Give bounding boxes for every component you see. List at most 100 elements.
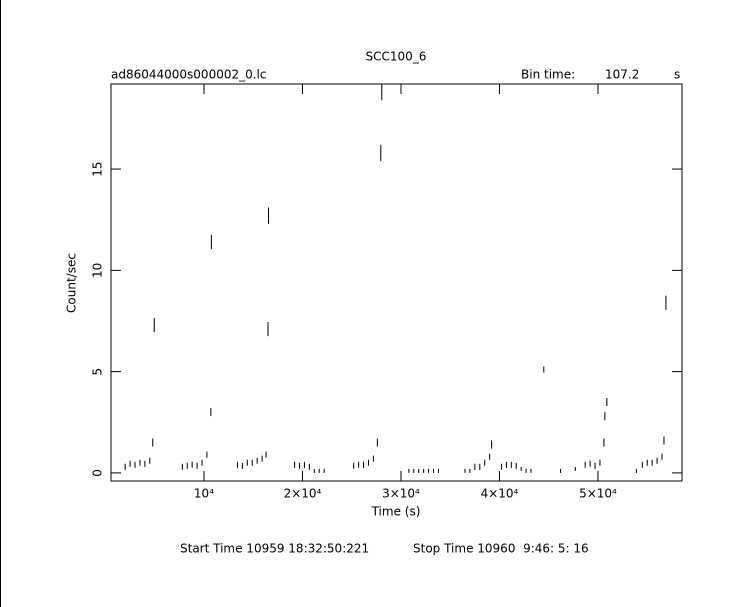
y-tick-label: 0 (91, 469, 105, 477)
error-bar (413, 468, 415, 473)
error-bar (656, 457, 658, 464)
error-bar (381, 84, 383, 101)
bin-time: 107.2 (605, 68, 639, 82)
error-bar (196, 462, 198, 469)
error-bar (500, 463, 502, 470)
error-bar (246, 459, 248, 466)
error-bar (372, 455, 374, 462)
error-bar (428, 468, 430, 473)
error-bar (363, 461, 365, 468)
error-bar (423, 468, 425, 473)
error-bar (124, 463, 126, 470)
error-bar (134, 461, 136, 468)
error-bar (432, 468, 435, 473)
error-bar (525, 468, 527, 473)
error-bar (491, 440, 493, 449)
start-time: Start Time 10959 18:32:50:221 (180, 542, 369, 556)
error-bar (530, 468, 532, 473)
error-bar (303, 461, 305, 468)
error-bar (464, 468, 466, 473)
error-bar (560, 468, 562, 473)
error-bar (408, 468, 410, 473)
error-bar (210, 408, 212, 417)
error-bar (206, 451, 208, 458)
error-bar (299, 462, 301, 469)
stop-time: Stop Time 10960 9:46: 5: 16 (413, 542, 589, 556)
error-bar (484, 459, 486, 466)
x-tick-label: 5×10⁴ (579, 487, 617, 501)
error-bar (661, 453, 663, 460)
error-bar (261, 455, 263, 462)
y-tick-label: 10 (91, 263, 105, 278)
error-bar (380, 144, 382, 161)
error-bar (665, 295, 667, 310)
error-bar (437, 468, 439, 473)
y-tick-label: 5 (91, 368, 105, 376)
error-bar (474, 463, 476, 470)
error-bar (663, 436, 665, 445)
error-bar (599, 459, 601, 466)
error-bar (201, 459, 203, 466)
error-bar (584, 461, 586, 468)
error-bar (153, 317, 155, 333)
error-bar (267, 207, 270, 224)
chart-title: SCC100_6 (366, 50, 427, 64)
error-bar (181, 463, 183, 470)
error-bar (469, 468, 471, 473)
error-bar (267, 321, 269, 337)
error-bar (318, 468, 320, 473)
error-bar (489, 453, 491, 460)
x-axis-label: Time (s) (371, 505, 421, 519)
error-bar (241, 462, 243, 469)
error-bar (152, 438, 154, 447)
error-bar (606, 397, 608, 407)
error-bar (294, 461, 296, 468)
error-bar (367, 459, 370, 466)
error-bar (144, 460, 146, 467)
y-tick-label: 15 (91, 161, 105, 176)
error-bar (604, 412, 606, 421)
error-bar (515, 462, 517, 469)
error-bar (635, 468, 637, 473)
error-bar (641, 461, 643, 468)
error-bar (313, 468, 315, 473)
error-bar (646, 459, 648, 466)
error-bar (191, 461, 193, 468)
bin-time-label: Bin time: (521, 68, 575, 82)
error-bar (139, 459, 141, 466)
plot-frame (110, 83, 683, 482)
error-bar (594, 462, 596, 469)
error-bar (651, 459, 653, 466)
error-bar (520, 466, 522, 471)
error-bar (129, 460, 131, 467)
y-axis-label: Count/sec (65, 253, 79, 313)
error-bar (186, 462, 188, 469)
file-name: ad86044000s000002_0.lc (111, 68, 267, 82)
error-bar (479, 463, 481, 470)
error-bar (510, 461, 512, 468)
error-bar (251, 459, 253, 466)
bin-time-unit: s (674, 68, 680, 82)
x-tick-label: 3×10⁴ (382, 487, 420, 501)
error-bar (308, 463, 310, 470)
error-bar (603, 438, 605, 447)
error-bar (505, 461, 507, 468)
error-bar (210, 234, 212, 250)
x-tick-label: 4×10⁴ (481, 487, 519, 501)
error-bar (236, 461, 239, 468)
error-bar (574, 466, 576, 471)
error-bar (323, 468, 325, 473)
error-bar (376, 438, 378, 447)
error-bar (543, 366, 545, 373)
error-bar (256, 457, 258, 464)
error-bar (265, 451, 267, 458)
x-tick-label: 10⁴ (194, 487, 214, 501)
error-bar (358, 461, 360, 468)
error-bar (418, 468, 420, 473)
x-tick-label: 2×10⁴ (284, 487, 322, 501)
error-bar (589, 460, 591, 467)
error-bar (149, 457, 151, 464)
error-bar (353, 462, 355, 469)
